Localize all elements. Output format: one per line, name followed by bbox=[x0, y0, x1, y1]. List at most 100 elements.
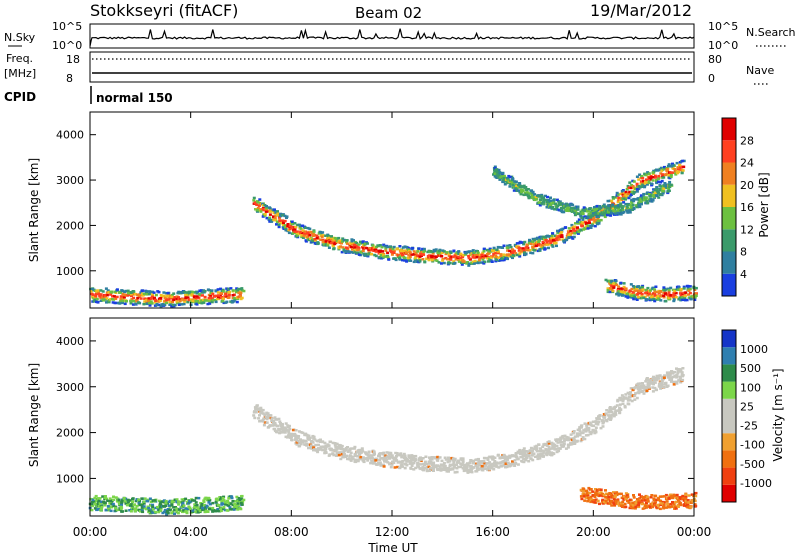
range-cell bbox=[162, 499, 166, 502]
range-cell bbox=[414, 251, 418, 255]
range-cell bbox=[437, 468, 441, 471]
range-cell bbox=[214, 294, 218, 298]
range-cell bbox=[593, 224, 597, 228]
range-cell bbox=[345, 454, 348, 458]
range-cell bbox=[496, 245, 500, 249]
range-cell bbox=[624, 295, 628, 298]
range-cell bbox=[261, 207, 265, 211]
range-cell bbox=[613, 210, 617, 214]
range-cell bbox=[646, 286, 650, 290]
range-cell bbox=[457, 459, 460, 462]
range-cell bbox=[676, 166, 680, 169]
range-cell bbox=[583, 226, 587, 230]
range-cell bbox=[482, 460, 486, 463]
range-cell bbox=[216, 297, 220, 301]
range-cell bbox=[505, 253, 509, 256]
range-cell bbox=[411, 247, 415, 250]
range-cell bbox=[502, 461, 506, 464]
range-cell bbox=[611, 212, 615, 215]
range-cell bbox=[230, 495, 234, 498]
range-cell bbox=[595, 493, 599, 496]
range-cell bbox=[556, 204, 560, 208]
range-cell bbox=[417, 247, 421, 250]
range-cell bbox=[121, 298, 125, 301]
range-cell bbox=[459, 252, 463, 256]
range-cell bbox=[584, 428, 588, 431]
range-cell bbox=[129, 302, 133, 305]
range-cell bbox=[111, 294, 115, 298]
range-cell bbox=[612, 285, 616, 288]
range-cell bbox=[481, 258, 485, 261]
range-cell bbox=[508, 249, 512, 253]
range-cell bbox=[401, 253, 405, 257]
range-cell bbox=[347, 457, 350, 461]
range-cell bbox=[313, 448, 316, 451]
range-cell bbox=[359, 457, 362, 461]
range-cell bbox=[124, 509, 128, 512]
range-cell bbox=[591, 490, 595, 493]
range-cell bbox=[133, 507, 137, 511]
range-cell bbox=[655, 505, 659, 509]
range-cell bbox=[260, 410, 264, 414]
range-cell bbox=[427, 465, 431, 468]
range-cell bbox=[624, 202, 628, 206]
range-cell bbox=[148, 497, 152, 500]
range-cell bbox=[352, 243, 356, 247]
range-cell bbox=[496, 250, 500, 253]
range-cell bbox=[638, 382, 642, 385]
range-cell bbox=[195, 509, 199, 512]
range-cell bbox=[474, 464, 478, 467]
range-cell bbox=[122, 296, 126, 299]
range-cell bbox=[550, 451, 553, 454]
range-cell bbox=[425, 462, 428, 466]
range-cell bbox=[199, 509, 203, 513]
range-cell bbox=[224, 292, 228, 295]
range-cell bbox=[655, 498, 659, 502]
range-cell bbox=[335, 442, 339, 446]
range-cell bbox=[533, 249, 537, 252]
range-cell bbox=[149, 296, 153, 300]
range-cell bbox=[521, 453, 525, 457]
range-cell bbox=[94, 503, 98, 506]
range-cell bbox=[526, 246, 530, 250]
range-cell bbox=[106, 505, 110, 508]
range-cell bbox=[497, 466, 501, 469]
range-cell bbox=[409, 259, 413, 262]
range-cell bbox=[624, 190, 628, 194]
range-cell bbox=[468, 461, 472, 465]
range-cell bbox=[577, 230, 581, 234]
range-cell bbox=[140, 497, 144, 500]
range-cell bbox=[667, 505, 671, 509]
range-cell bbox=[583, 493, 587, 496]
range-cell bbox=[615, 283, 619, 287]
range-cell bbox=[332, 247, 336, 250]
range-cell bbox=[342, 451, 346, 455]
range-cell bbox=[203, 289, 207, 293]
range-cell bbox=[659, 503, 663, 507]
range-cell bbox=[98, 295, 102, 298]
range-cell bbox=[398, 461, 402, 464]
range-cell bbox=[175, 510, 179, 513]
range-cell bbox=[560, 440, 564, 444]
range-cell bbox=[131, 497, 134, 501]
range-cell bbox=[137, 293, 141, 296]
range-cell bbox=[199, 289, 203, 292]
range-cell bbox=[108, 502, 112, 505]
range-cell bbox=[664, 506, 668, 509]
range-cell bbox=[549, 241, 553, 244]
range-cell bbox=[218, 509, 222, 513]
range-cell bbox=[676, 368, 680, 371]
range-cell bbox=[333, 444, 337, 447]
range-cell bbox=[384, 246, 388, 250]
range-cell bbox=[679, 503, 683, 507]
range-cell bbox=[301, 440, 304, 444]
range-cell bbox=[398, 258, 402, 261]
range-cell bbox=[671, 501, 674, 504]
range-cell bbox=[646, 500, 650, 503]
range-cell bbox=[363, 457, 367, 461]
range-cell bbox=[476, 251, 480, 255]
range-cell bbox=[618, 492, 621, 496]
range-cell bbox=[158, 299, 162, 302]
range-cell bbox=[626, 296, 630, 299]
range-cell bbox=[652, 176, 656, 179]
